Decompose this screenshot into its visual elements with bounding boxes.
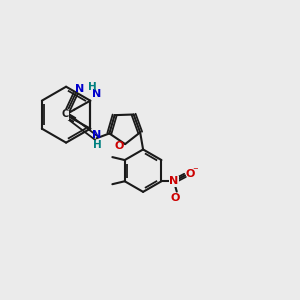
Text: O: O [186, 169, 195, 179]
Text: N: N [75, 84, 84, 94]
Text: O: O [115, 141, 124, 151]
Text: H: H [93, 140, 102, 150]
Text: H: H [88, 82, 97, 92]
Text: C: C [61, 109, 69, 119]
Text: N: N [92, 89, 101, 99]
Text: N: N [92, 130, 101, 140]
Text: N: N [169, 176, 178, 186]
Text: O: O [171, 193, 180, 203]
Text: $^{-}$: $^{-}$ [192, 166, 200, 176]
